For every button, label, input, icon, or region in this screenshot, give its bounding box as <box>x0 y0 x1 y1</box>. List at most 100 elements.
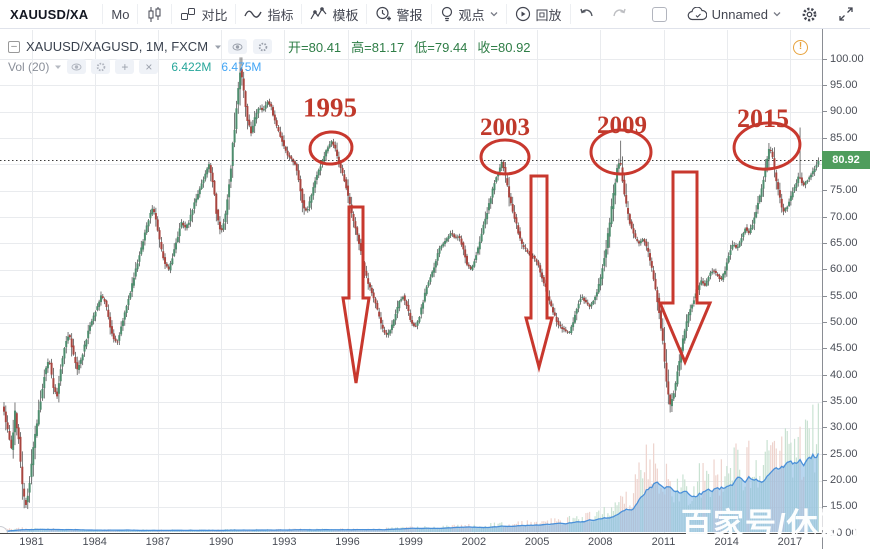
fullscreen-button[interactable] <box>830 0 862 28</box>
x-axis-tick: 2017 <box>777 536 803 548</box>
replay-label: 回放 <box>535 7 562 23</box>
compare-label: 对比 <box>201 7 228 23</box>
x-axis-tick: 1981 <box>19 536 44 548</box>
series-settings-button[interactable] <box>253 39 273 54</box>
y-axis-tick: 95.00 <box>822 78 858 91</box>
volume-values: 6.422M 6.475M <box>171 60 261 74</box>
alert-warning-icon[interactable]: ! <box>793 40 808 55</box>
y-axis-tick: 90.00 <box>822 105 858 118</box>
volume-label[interactable]: Vol (20) <box>8 59 50 74</box>
y-axis-tick: 70.00 <box>822 210 858 223</box>
toolbar-divider <box>569 4 571 24</box>
x-axis-tick: 2011 <box>651 536 676 548</box>
top-toolbar: XAUUSD/XA Mo 对比 指标 模板 警报 观点 <box>0 0 870 29</box>
volume-value-1: 6.422M <box>171 59 212 74</box>
ohlc-low: 低=79.44 <box>414 40 468 55</box>
interval-button[interactable]: Mo <box>111 6 130 22</box>
toolbar-right-group: Unnamed <box>651 0 870 28</box>
ohlc-close: 收=80.92 <box>477 40 531 55</box>
y-axis-tick: 100.00 <box>822 52 864 65</box>
undo-arrow-icon <box>579 8 593 16</box>
y-axis-tick: 45.00 <box>822 342 858 355</box>
x-axis-tick: 1993 <box>272 536 297 548</box>
x-axis-tick: 1984 <box>82 536 107 548</box>
compare-button[interactable]: 对比 <box>172 0 235 28</box>
x-axis-tick: 1999 <box>398 536 423 548</box>
price-scale[interactable]: 100.0095.0090.0085.0080.0075.0070.0065.0… <box>822 29 870 549</box>
templates-button[interactable]: 模板 <box>302 0 366 28</box>
time-scale[interactable]: 1981 1984 1987 1990 1993 1996 1999 2002 2005 2008… <box>0 533 822 549</box>
alerts-button[interactable]: 警报 <box>367 0 430 28</box>
alerts-label: 警报 <box>396 7 423 23</box>
cloud-layout-button[interactable]: Unnamed <box>679 0 789 28</box>
y-axis-tick: 55.00 <box>822 289 858 302</box>
chevron-down-icon[interactable] <box>214 43 222 51</box>
layout-checkbox[interactable] <box>651 6 667 22</box>
y-axis-tick: 65.00 <box>822 236 858 249</box>
fullscreen-icon <box>839 7 853 21</box>
toolbar-divider <box>171 4 173 24</box>
y-axis-tick: 15.00 <box>822 500 858 513</box>
undo-button[interactable] <box>571 0 603 28</box>
toolbar-divider <box>366 4 368 24</box>
x-axis-tick: 2002 <box>461 536 487 548</box>
toolbar-divider <box>505 4 507 24</box>
settings-button[interactable] <box>793 0 826 28</box>
y-axis-tick: 60.00 <box>822 263 858 276</box>
toolbar-divider <box>430 4 432 24</box>
series-title[interactable]: XAUUSD/XAGUSD, 1M, FXCM <box>26 39 209 54</box>
y-axis-tick: 75.00 <box>822 184 858 197</box>
x-axis-tick: 2008 <box>588 536 613 548</box>
volume-settings-button[interactable] <box>91 59 111 74</box>
replay-button[interactable]: 回放 <box>507 0 570 28</box>
chevron-down-icon[interactable] <box>54 63 62 71</box>
ohlc-high: 高=81.17 <box>351 40 405 55</box>
volume-close-button[interactable]: × <box>139 59 159 74</box>
volume-visibility-button[interactable] <box>67 59 87 74</box>
toolbar-divider <box>235 4 237 24</box>
symbol-search-button[interactable]: XAUUSD/XA <box>10 6 89 22</box>
chevron-down-icon <box>490 12 497 17</box>
toolbar-divider <box>301 4 303 24</box>
ohlc-open: 开=80.41 <box>288 40 342 55</box>
layout-name-label: Unnamed <box>711 6 768 22</box>
toolbar-divider <box>137 4 139 24</box>
x-axis-tick: 2014 <box>714 536 739 548</box>
compare-icon <box>180 6 196 22</box>
y-axis-tick: 10.00 <box>822 526 858 539</box>
templates-label: 模板 <box>332 7 359 23</box>
indicator-wave-icon <box>244 8 263 20</box>
chart-style-button[interactable] <box>138 0 171 28</box>
volume-add-button[interactable]: + <box>115 59 135 74</box>
series-visibility-button[interactable] <box>228 39 248 54</box>
candlestick-icon <box>146 6 163 23</box>
indicators-button[interactable]: 指标 <box>236 0 301 28</box>
y-axis-tick: 50.00 <box>822 316 858 328</box>
alert-clock-icon <box>375 6 392 22</box>
ideas-label: 观点 <box>458 7 485 23</box>
gear-icon <box>802 7 817 21</box>
x-axis-tick: 1987 <box>145 536 171 548</box>
cloud-icon <box>687 7 707 21</box>
ideas-button[interactable]: 观点 <box>432 0 506 28</box>
y-axis-tick: 40.00 <box>822 368 858 381</box>
replay-icon <box>515 6 531 22</box>
redo-button[interactable] <box>603 0 635 28</box>
redo-arrow-icon <box>612 8 626 16</box>
y-axis-tick: 35.00 <box>822 395 858 408</box>
volume-value-2: 6.475M <box>221 59 262 74</box>
chart-template-icon <box>310 7 327 21</box>
legend-collapse-icon[interactable]: – <box>8 40 20 53</box>
ohlc-values: 开=80.41 高=81.17 低=79.44 收=80.92 <box>288 37 531 56</box>
volume-legend: Vol (20) + × 6.422M 6.475M <box>8 59 261 74</box>
chevron-down-icon <box>773 12 781 17</box>
y-axis-tick: 30.00 <box>822 421 858 434</box>
main-series-legend: – XAUUSD/XAGUSD, 1M, FXCM 开=80.41 高=81.1… <box>8 37 531 56</box>
y-axis-tick: 20.00 <box>822 474 858 487</box>
y-axis-tick: 25.00 <box>822 447 858 460</box>
indicators-label: 指标 <box>267 7 294 23</box>
toolbar-divider <box>102 4 104 24</box>
x-axis-tick: 2005 <box>524 536 550 548</box>
